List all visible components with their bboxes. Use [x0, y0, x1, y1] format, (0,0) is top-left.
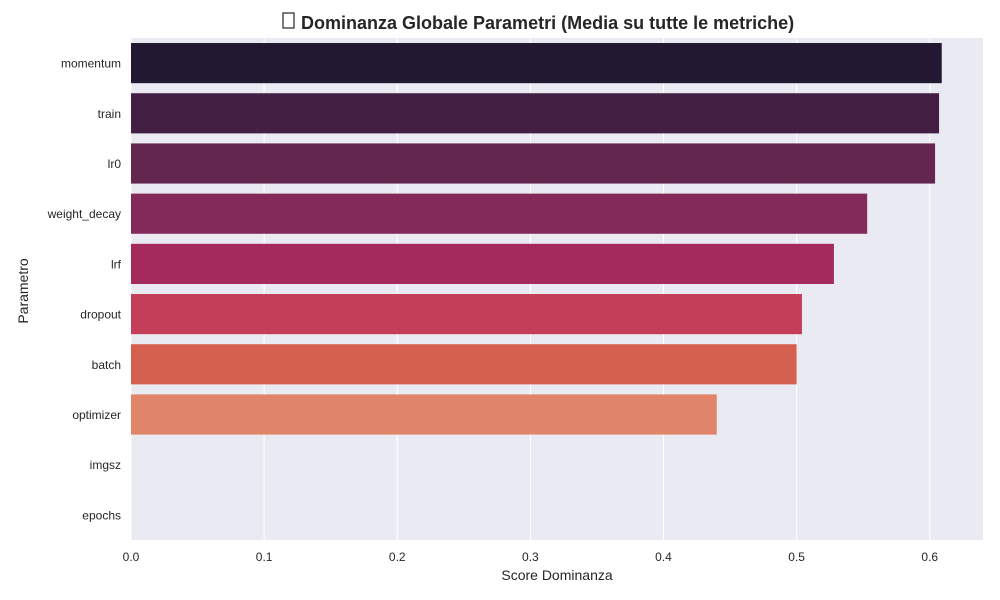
x-tick-label: 0.2 — [389, 550, 406, 564]
y-tick-label: optimizer — [72, 408, 121, 422]
bar-optimizer — [131, 394, 717, 435]
bar-momentum — [131, 43, 942, 84]
chart-title: Dominanza Globale Parametri (Media su tu… — [282, 12, 794, 33]
bar-chart-icon — [282, 12, 295, 29]
x-tick-label: 0.1 — [256, 550, 273, 564]
y-axis-label: Parametro — [15, 258, 31, 324]
x-tick-label: 0.0 — [123, 550, 140, 564]
bar-dropout — [131, 294, 802, 335]
x-tick-label: 0.3 — [522, 550, 539, 564]
y-tick-label: train — [98, 107, 121, 121]
bar-lr0 — [131, 143, 936, 184]
bar-lrf — [131, 243, 834, 284]
x-tick-label: 0.5 — [788, 550, 805, 564]
y-tick-label: weight_decay — [47, 207, 121, 221]
y-tick-label: epochs — [82, 508, 121, 522]
y-tick-label: momentum — [61, 57, 121, 71]
tick-labels: 0.0 0.1 0.2 0.3 0.4 0.5 0.6 momentum train lr0 wei… — [47, 57, 939, 564]
bars — [131, 43, 942, 435]
y-tick-label: lr0 — [108, 157, 122, 171]
bar-weight_decay — [131, 193, 868, 234]
x-tick-label: 0.4 — [655, 550, 672, 564]
y-tick-label: batch — [92, 358, 121, 372]
y-tick-label: imgsz — [90, 458, 121, 472]
x-axis-label: Score Dominanza — [501, 567, 612, 583]
x-tick-label: 0.6 — [921, 550, 938, 564]
y-tick-label: dropout — [80, 308, 121, 322]
y-tick-label: lrf — [111, 257, 122, 271]
bar-train — [131, 93, 940, 134]
chart-title-text: Dominanza Globale Parametri (Media su tu… — [301, 13, 794, 33]
bar-batch — [131, 344, 797, 385]
